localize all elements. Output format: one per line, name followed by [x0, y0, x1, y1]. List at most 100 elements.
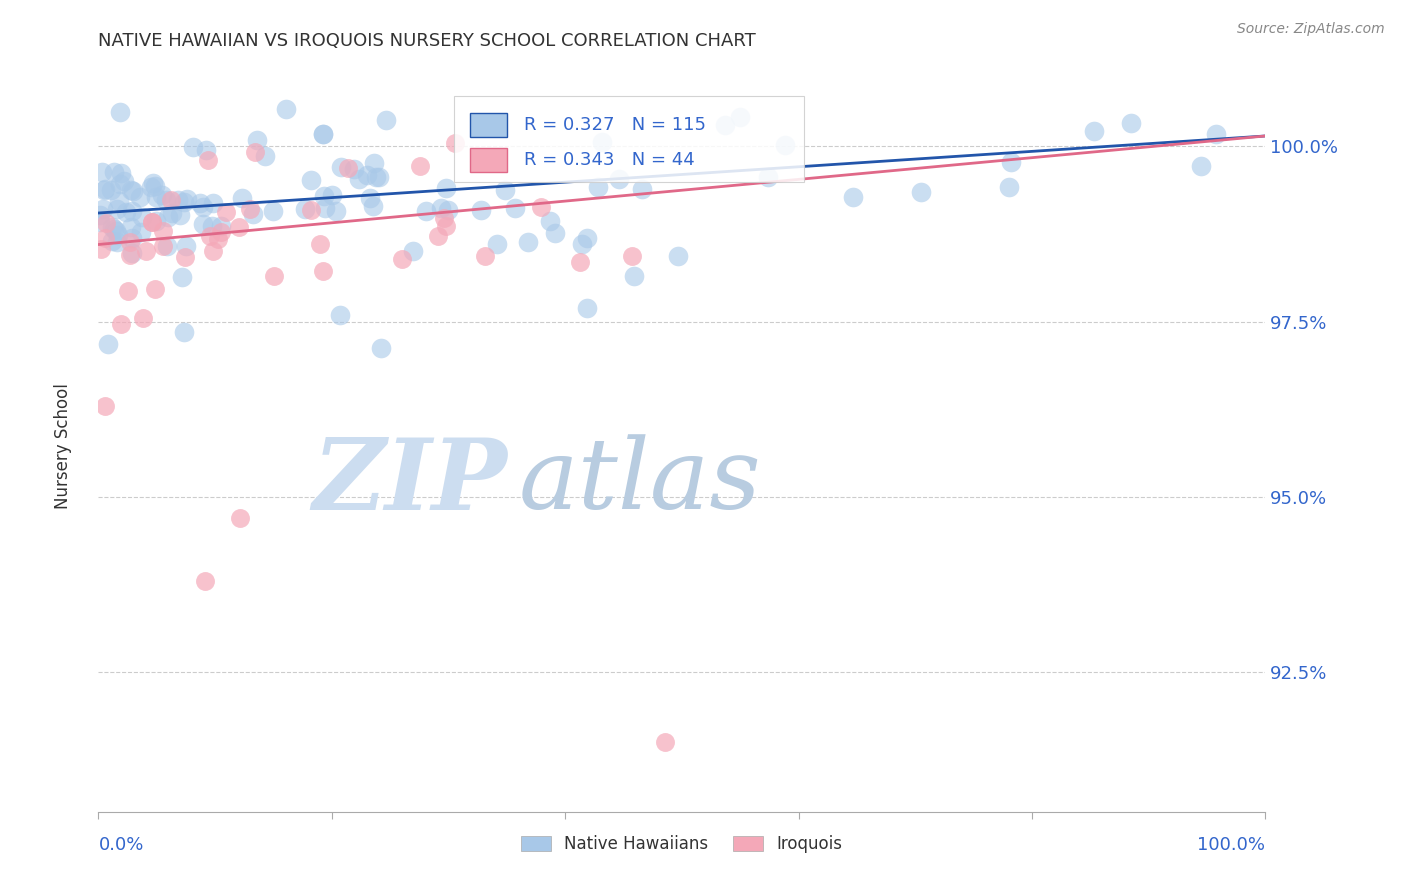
Point	[254, 149, 277, 163]
Point	[409, 159, 432, 173]
Point	[1205, 127, 1227, 141]
Point	[198, 229, 221, 244]
Point	[93, 182, 115, 196]
Point	[243, 145, 266, 159]
Point	[356, 169, 378, 183]
Point	[183, 140, 205, 154]
Point	[188, 196, 211, 211]
Point	[145, 190, 167, 204]
Point	[176, 192, 198, 206]
Point	[104, 224, 127, 238]
Point	[503, 201, 526, 215]
Point	[131, 211, 153, 225]
Point	[105, 235, 128, 250]
Point	[97, 337, 120, 351]
Point	[120, 247, 142, 261]
Point	[141, 180, 163, 194]
FancyBboxPatch shape	[470, 112, 508, 136]
Point	[343, 161, 366, 176]
Point	[910, 186, 932, 200]
Point	[156, 210, 179, 224]
Legend: Native Hawaiians, Iroquois: Native Hawaiians, Iroquois	[515, 829, 849, 860]
Point	[262, 203, 284, 218]
Point	[101, 234, 124, 248]
Point	[94, 216, 117, 230]
Point	[135, 244, 157, 258]
Point	[841, 190, 863, 204]
Point	[89, 215, 111, 229]
Point	[108, 104, 131, 119]
Point	[202, 195, 225, 210]
Point	[112, 174, 135, 188]
Point	[152, 239, 174, 253]
Point	[402, 244, 425, 258]
Point	[215, 205, 238, 219]
Point	[363, 155, 385, 169]
Point	[1119, 116, 1142, 130]
Point	[246, 132, 269, 146]
Point	[325, 203, 347, 218]
Point	[391, 252, 413, 266]
Point	[517, 235, 540, 249]
Point	[191, 217, 214, 231]
Point	[329, 161, 352, 175]
Point	[433, 211, 456, 225]
Point	[228, 220, 250, 235]
Point	[91, 202, 114, 216]
Text: NATIVE HAWAIIAN VS IROQUOIS NURSERY SCHOOL CORRELATION CHART: NATIVE HAWAIIAN VS IROQUOIS NURSERY SCHO…	[98, 32, 756, 50]
Point	[145, 214, 167, 228]
Point	[93, 183, 115, 197]
Text: Source: ZipAtlas.com: Source: ZipAtlas.com	[1237, 22, 1385, 37]
Point	[105, 202, 128, 216]
Point	[108, 177, 131, 191]
Point	[120, 182, 142, 196]
Text: 0.0%: 0.0%	[98, 836, 143, 855]
Point	[159, 193, 181, 207]
Point	[312, 264, 335, 278]
Point	[434, 181, 457, 195]
Point	[207, 232, 229, 246]
Point	[470, 202, 492, 217]
Point	[209, 225, 232, 239]
Point	[321, 187, 343, 202]
Point	[474, 249, 496, 263]
Point	[162, 206, 184, 220]
Point	[312, 127, 335, 141]
Point	[121, 245, 143, 260]
Point	[756, 169, 779, 184]
Point	[666, 249, 689, 263]
Point	[142, 176, 165, 190]
Point	[359, 191, 381, 205]
Point	[429, 201, 451, 215]
Point	[193, 574, 215, 588]
Point	[312, 188, 335, 202]
Point	[174, 250, 197, 264]
Point	[1189, 159, 1212, 173]
Point	[349, 171, 371, 186]
Point	[155, 194, 177, 208]
Point	[654, 734, 676, 748]
Point	[427, 229, 450, 244]
Point	[263, 269, 285, 284]
Point	[569, 254, 592, 268]
Point	[494, 182, 516, 196]
Point	[128, 190, 150, 204]
Point	[368, 170, 391, 185]
Point	[122, 184, 145, 198]
Point	[141, 214, 163, 228]
Point	[364, 169, 387, 184]
Point	[436, 202, 458, 217]
Point	[172, 270, 194, 285]
Point	[173, 194, 195, 209]
Point	[143, 178, 166, 193]
Point	[108, 194, 131, 208]
Point	[544, 226, 567, 240]
Point	[110, 166, 132, 180]
Point	[299, 203, 322, 218]
Point	[728, 110, 751, 124]
Point	[486, 237, 509, 252]
Point	[94, 399, 117, 413]
Point	[375, 112, 398, 127]
Text: atlas: atlas	[519, 434, 761, 530]
Point	[231, 191, 253, 205]
